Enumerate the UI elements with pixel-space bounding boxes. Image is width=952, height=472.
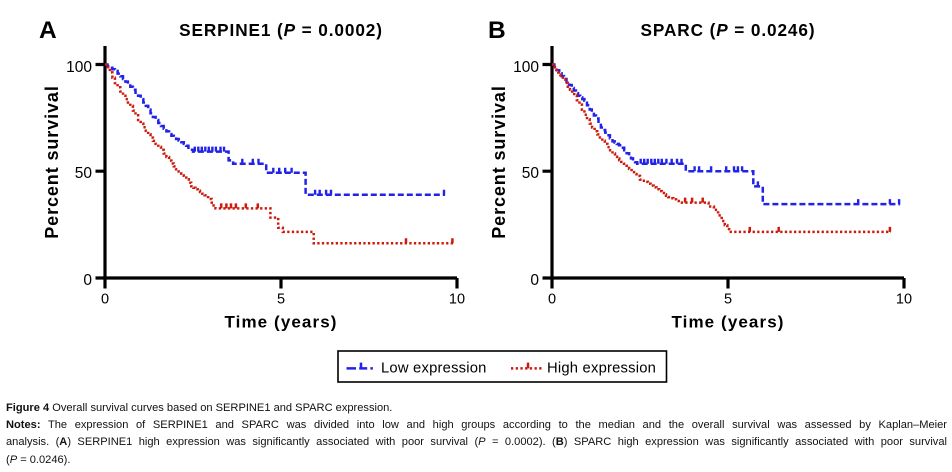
svg-text:0: 0 — [530, 272, 539, 289]
svg-text:5: 5 — [724, 292, 732, 308]
svg-text:SPARC (P = 0.0246): SPARC (P = 0.0246) — [641, 20, 816, 40]
svg-text:50: 50 — [522, 165, 540, 182]
svg-text:Percent survival: Percent survival — [489, 85, 509, 238]
svg-text:Time (years): Time (years) — [671, 313, 784, 332]
svg-text:100: 100 — [66, 59, 92, 76]
svg-text:0: 0 — [101, 292, 109, 308]
svg-text:10: 10 — [896, 292, 912, 308]
svg-text:Time (years): Time (years) — [224, 313, 337, 332]
svg-text:High expression: High expression — [547, 361, 656, 377]
svg-text:100: 100 — [513, 59, 539, 76]
svg-text:SERPINE1 (P = 0.0002): SERPINE1 (P = 0.0002) — [179, 20, 383, 40]
svg-text:0: 0 — [83, 272, 92, 289]
svg-text:Percent survival: Percent survival — [42, 85, 62, 238]
svg-text:10: 10 — [449, 292, 465, 308]
svg-text:A: A — [39, 17, 57, 44]
svg-text:50: 50 — [75, 165, 93, 182]
svg-text:0: 0 — [548, 292, 556, 308]
svg-text:5: 5 — [277, 292, 285, 308]
svg-text:Low expression: Low expression — [381, 361, 487, 377]
svg-text:B: B — [488, 17, 506, 44]
